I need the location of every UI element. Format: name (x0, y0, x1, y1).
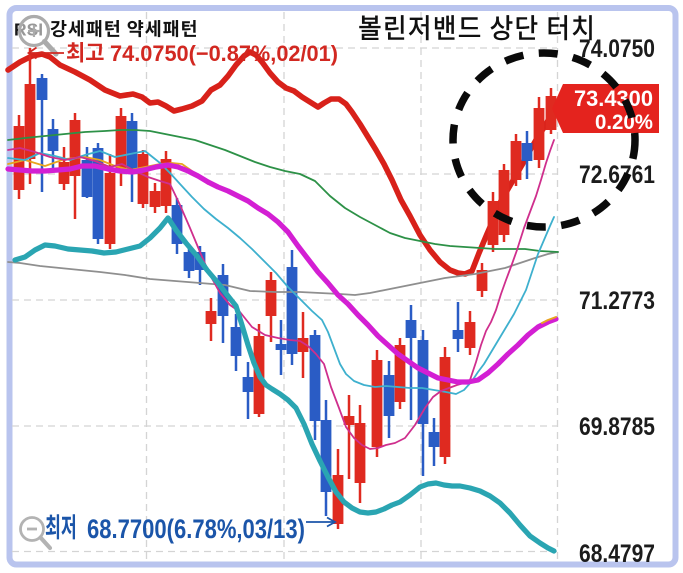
svg-text:72.6761: 72.6761 (579, 161, 655, 189)
svg-text:74.0750(−0.87%,02/01): 74.0750(−0.87%,02/01) (110, 41, 338, 66)
svg-text:0.20%: 0.20% (595, 111, 653, 134)
svg-text:68.4797: 68.4797 (579, 540, 655, 568)
svg-text:71.2773: 71.2773 (579, 287, 655, 315)
svg-text:73.4300: 73.4300 (574, 86, 653, 111)
svg-text:69.8785: 69.8785 (579, 413, 655, 441)
svg-text:68.7700(6.78%,03/13): 68.7700(6.78%,03/13) (87, 514, 305, 544)
